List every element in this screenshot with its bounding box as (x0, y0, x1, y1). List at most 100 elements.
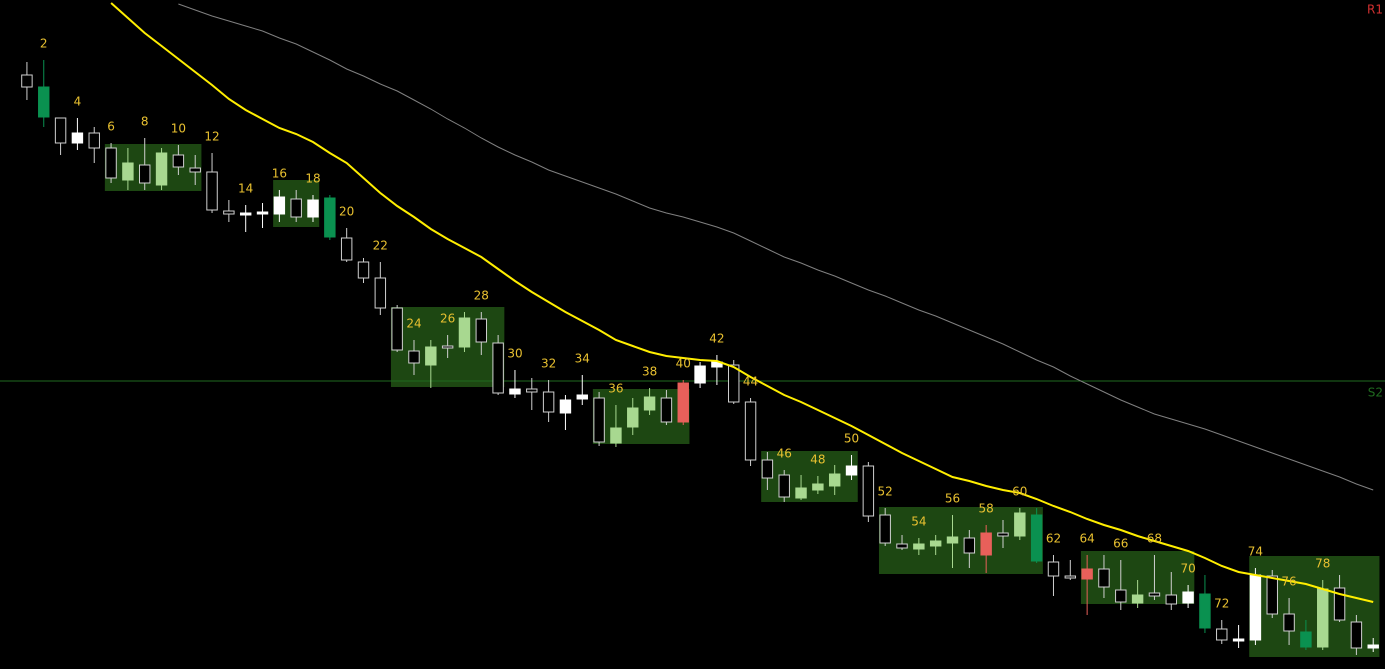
candle-body (1232, 638, 1245, 642)
bar-number-label: 60 (1012, 485, 1027, 499)
zone (592, 389, 690, 444)
bar-number-label: 26 (440, 312, 455, 326)
level-label: R1 (1367, 3, 1383, 17)
candle-body (206, 171, 218, 211)
candle-body (896, 543, 908, 549)
candle-body (1367, 644, 1379, 649)
bar-number-label: 72 (1214, 597, 1229, 611)
bar-number-label: 68 (1147, 532, 1162, 546)
candle-body (509, 388, 521, 395)
bar-number-label: 78 (1315, 557, 1330, 571)
candle-body (576, 394, 588, 400)
candle-body (526, 388, 538, 393)
candle-body (694, 365, 706, 384)
bar-number-label: 2 (40, 37, 48, 51)
candle-body (879, 514, 891, 544)
candle-body (1216, 628, 1228, 641)
candle-body (172, 154, 185, 168)
bar-number-label: 20 (339, 205, 354, 219)
bar-number-label: 52 (878, 485, 893, 499)
candle-body (307, 199, 319, 218)
candle-body (1300, 631, 1312, 648)
bar-number-label: 18 (305, 172, 320, 186)
level-label: S2 (1368, 386, 1383, 400)
candle-body (425, 346, 437, 366)
candle-body (728, 364, 740, 403)
bar-number-label: 16 (272, 167, 287, 181)
candle-body (458, 317, 471, 348)
candle-body (862, 465, 875, 517)
bar-number-label: 40 (676, 357, 691, 371)
bar-number-label: 4 (74, 95, 82, 109)
bar-number-label: 34 (575, 352, 590, 366)
bar-number-label: 10 (171, 122, 186, 136)
candle-body (660, 397, 673, 423)
bar-number-label: 38 (642, 365, 657, 379)
candle-body (1081, 568, 1093, 580)
bar-number-label: 42 (709, 332, 724, 346)
candle-body (441, 345, 454, 349)
candle-body (643, 396, 656, 411)
zone (761, 451, 858, 502)
candle-body (1199, 593, 1211, 629)
candle-body (542, 391, 555, 413)
candle-body (1030, 514, 1043, 562)
candle-body (1148, 592, 1161, 597)
bar-number-label: 12 (204, 130, 219, 144)
candle-body (1131, 594, 1144, 604)
candle-body (828, 473, 841, 487)
bar-number-label: 14 (238, 182, 253, 196)
candle-body (778, 474, 790, 498)
bar-number-label: 22 (373, 239, 388, 253)
candle-body (997, 532, 1009, 537)
candle-body (88, 132, 100, 149)
candle-body (1266, 575, 1278, 615)
candle-body (38, 86, 50, 118)
candle-body (391, 307, 403, 351)
bar-number-label: 36 (608, 382, 623, 396)
candle-body (21, 74, 33, 88)
candle-body (340, 237, 353, 261)
bar-number-label: 58 (979, 502, 994, 516)
candle-body (1165, 594, 1177, 605)
candle-body (845, 465, 858, 476)
candle-body (627, 407, 639, 428)
candle-body (54, 117, 67, 144)
bar-number-label: 62 (1046, 532, 1061, 546)
candle-body (744, 401, 757, 461)
bar-number-label: 6 (107, 120, 115, 134)
candle-body (946, 536, 959, 544)
candle-body (913, 543, 925, 550)
candle-body (1047, 561, 1060, 577)
candle-body (1283, 613, 1295, 632)
candle-body (980, 532, 992, 556)
bar-number-label: 66 (1113, 537, 1128, 551)
bar-number-label: 74 (1248, 545, 1263, 559)
candle-body (1182, 591, 1194, 604)
candle-body (256, 211, 269, 215)
candle-body (223, 210, 235, 215)
candle-body (1333, 587, 1346, 621)
candle-body (593, 397, 605, 443)
candle-body (963, 537, 976, 554)
candle-body (1249, 574, 1262, 641)
candle-body (105, 147, 117, 179)
candle-body (155, 152, 168, 186)
candle-body (122, 162, 134, 181)
candle-body (475, 318, 488, 343)
candle-body (290, 198, 302, 218)
candle-body (559, 399, 572, 414)
candle-body (71, 132, 84, 144)
bar-number-label: 50 (844, 432, 859, 446)
moving-average-line (110, 2, 1374, 603)
candle-body (1317, 588, 1329, 648)
candle-body (239, 212, 252, 216)
bar-number-label: 76 (1281, 575, 1296, 589)
candle-body (273, 196, 286, 215)
candle-body (677, 382, 689, 423)
candle-body (324, 197, 336, 238)
candle-body (374, 277, 387, 309)
moving-average-line (178, 3, 1374, 491)
